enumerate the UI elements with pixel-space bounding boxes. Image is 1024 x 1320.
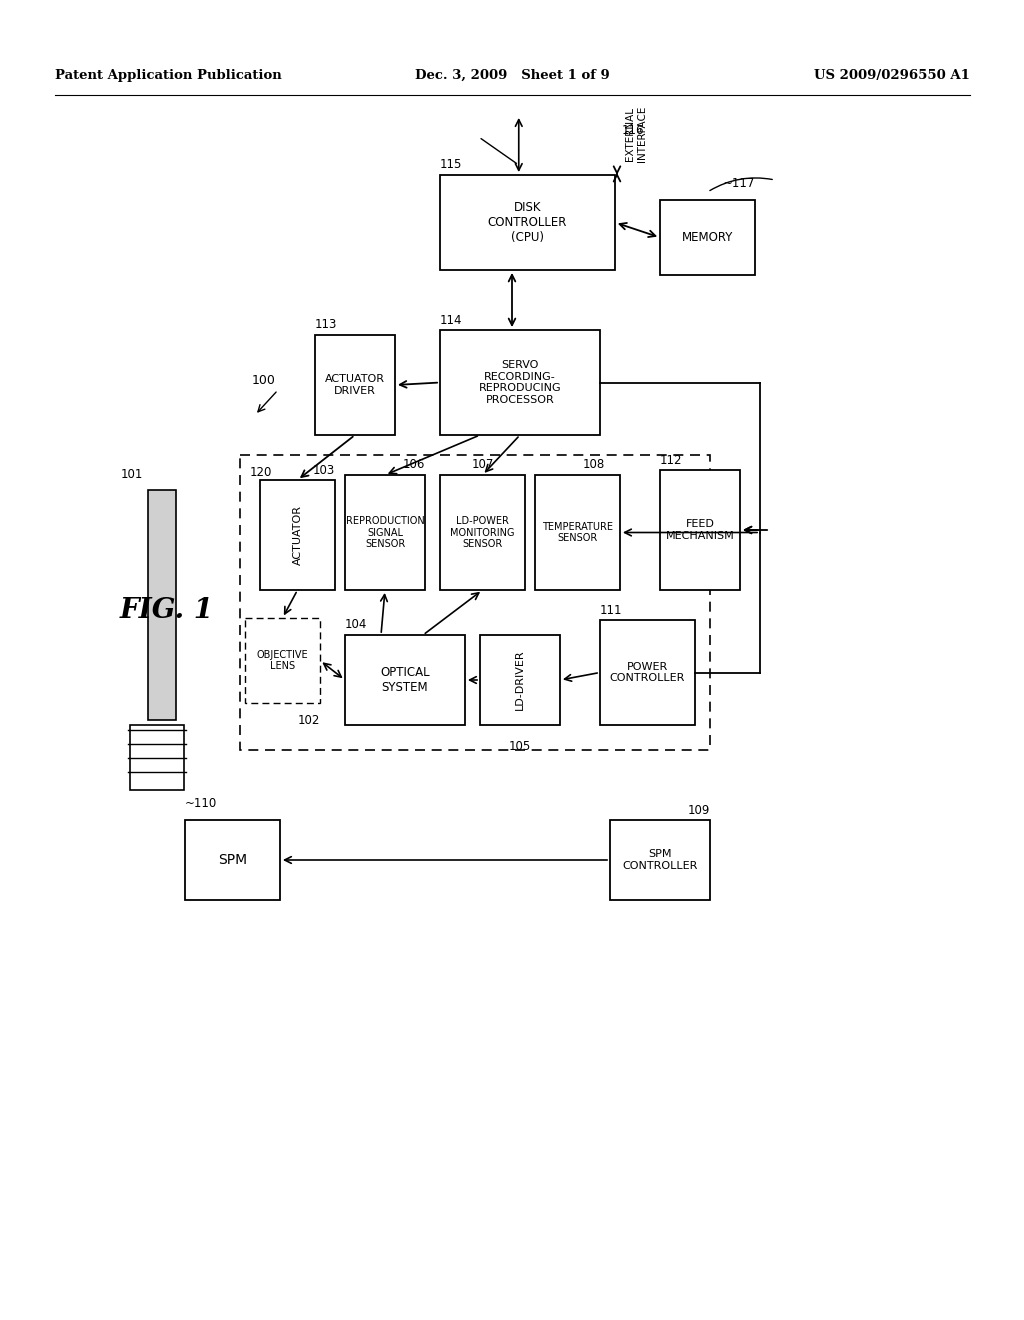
Text: ACTUATOR
DRIVER: ACTUATOR DRIVER — [325, 374, 385, 396]
Bar — [440, 330, 600, 436]
Text: Patent Application Publication: Patent Application Publication — [55, 69, 282, 82]
Text: 109: 109 — [688, 804, 710, 817]
Text: FIG. 1: FIG. 1 — [120, 597, 214, 623]
Text: DISK
CONTROLLER
(CPU): DISK CONTROLLER (CPU) — [487, 201, 567, 244]
Text: ACTUATOR: ACTUATOR — [293, 506, 302, 565]
Bar — [345, 475, 425, 590]
Bar — [315, 335, 395, 436]
Text: Dec. 3, 2009   Sheet 1 of 9: Dec. 3, 2009 Sheet 1 of 9 — [415, 69, 609, 82]
Bar — [148, 490, 176, 719]
Text: 116: 116 — [622, 124, 644, 136]
Bar — [535, 475, 620, 590]
Bar — [440, 176, 615, 271]
Text: OPTICAL
SYSTEM: OPTICAL SYSTEM — [380, 667, 430, 694]
Text: LD-POWER
MONITORING
SENSOR: LD-POWER MONITORING SENSOR — [451, 516, 515, 549]
Bar — [610, 820, 710, 900]
Bar — [660, 201, 755, 275]
Bar — [130, 725, 184, 789]
Text: ~110: ~110 — [185, 797, 217, 810]
Text: 106: 106 — [402, 458, 425, 471]
Bar — [440, 475, 525, 590]
Bar — [660, 470, 740, 590]
Bar — [600, 620, 695, 725]
Text: LD-DRIVER: LD-DRIVER — [515, 649, 525, 710]
Text: SPM: SPM — [218, 853, 247, 867]
Bar — [245, 618, 319, 704]
Text: 107: 107 — [471, 458, 494, 471]
Text: 105: 105 — [509, 741, 531, 754]
Bar — [345, 635, 465, 725]
Text: EXTERNAL
INTERFACE: EXTERNAL INTERFACE — [626, 106, 647, 162]
Text: 101: 101 — [121, 469, 143, 482]
Text: MEMORY: MEMORY — [682, 231, 733, 244]
Text: 104: 104 — [345, 619, 368, 631]
Text: 120: 120 — [250, 466, 272, 479]
Bar — [260, 480, 335, 590]
Text: 114: 114 — [440, 314, 463, 326]
Text: 113: 113 — [315, 318, 337, 331]
Text: 100: 100 — [252, 374, 275, 387]
Text: 111: 111 — [600, 603, 623, 616]
Text: FEED
MECHANISM: FEED MECHANISM — [666, 519, 734, 541]
Text: 103: 103 — [312, 463, 335, 477]
Text: US 2009/0296550 A1: US 2009/0296550 A1 — [814, 69, 970, 82]
Text: REPRODUCTION
SIGNAL
SENSOR: REPRODUCTION SIGNAL SENSOR — [346, 516, 424, 549]
Bar — [185, 820, 280, 900]
Text: 115: 115 — [440, 158, 463, 172]
Text: ~117: ~117 — [723, 177, 755, 190]
Text: POWER
CONTROLLER: POWER CONTROLLER — [610, 661, 685, 684]
Bar — [480, 635, 560, 725]
Text: 102: 102 — [298, 714, 319, 727]
Text: 112: 112 — [660, 454, 683, 466]
Bar — [240, 455, 710, 750]
Text: 108: 108 — [583, 458, 605, 471]
Text: SERVO
RECORDING-
REPRODUCING
PROCESSOR: SERVO RECORDING- REPRODUCING PROCESSOR — [478, 360, 561, 405]
Text: SPM
CONTROLLER: SPM CONTROLLER — [623, 849, 697, 871]
Text: OBJECTIVE
LENS: OBJECTIVE LENS — [257, 649, 308, 672]
Text: TEMPERATURE
SENSOR: TEMPERATURE SENSOR — [542, 521, 613, 544]
